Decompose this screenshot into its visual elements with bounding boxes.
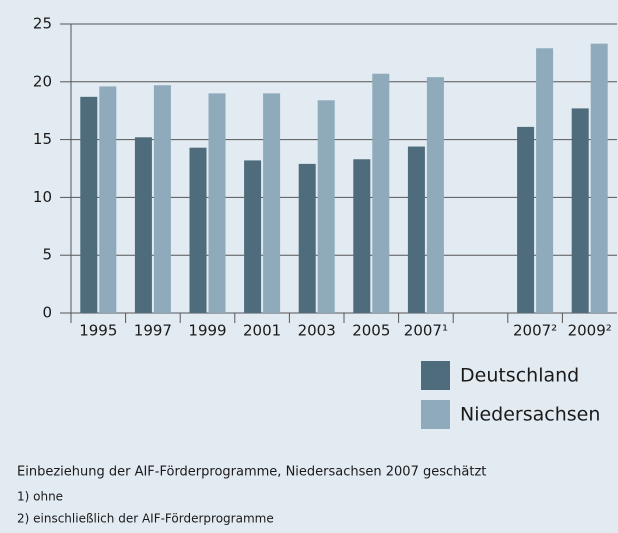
- x-tick-label: 1999: [188, 322, 226, 340]
- bar: [372, 73, 390, 313]
- bar: [189, 147, 207, 313]
- bar: [317, 100, 335, 314]
- legend-swatch: [421, 400, 450, 429]
- x-tick-label: 2007¹: [404, 322, 448, 340]
- bar: [407, 146, 425, 313]
- bar: [80, 96, 98, 313]
- y-tick-label: 10: [33, 188, 52, 206]
- x-tick-label: 2003: [298, 322, 336, 340]
- bar: [263, 93, 281, 313]
- x-tick-label: 1995: [79, 322, 117, 340]
- bar: [536, 48, 554, 313]
- bar: [590, 43, 608, 313]
- footnote: 2) einschließlich der AIF-Förderprogramm…: [17, 512, 274, 526]
- y-tick-label: 20: [33, 72, 52, 90]
- bar: [353, 159, 371, 313]
- bar: [298, 163, 316, 313]
- footnote: 1) ohne: [17, 490, 63, 504]
- y-tick-label: 15: [33, 130, 52, 148]
- y-tick-label: 0: [42, 304, 52, 322]
- x-tick-label: 2001: [243, 322, 281, 340]
- x-tick-label: 2009²: [568, 322, 612, 340]
- bar: [99, 86, 117, 313]
- bar: [244, 160, 262, 313]
- bar: [571, 108, 589, 313]
- x-tick-label: 2007²: [513, 322, 557, 340]
- bar: [426, 77, 444, 314]
- bar: [208, 93, 226, 313]
- footnote: Einbeziehung der AIF-Förderprogramme, Ni…: [17, 465, 486, 480]
- y-tick-label: 5: [42, 246, 52, 264]
- x-tick-label: 1997: [134, 322, 172, 340]
- bar: [517, 126, 535, 313]
- x-tick-label: 2005: [352, 322, 390, 340]
- legend-label: Niedersachsen: [460, 404, 600, 426]
- legend-swatch: [421, 361, 450, 390]
- y-tick-label: 25: [33, 15, 52, 33]
- bar: [134, 137, 152, 313]
- legend-label: Deutschland: [460, 365, 579, 387]
- bar: [153, 85, 171, 313]
